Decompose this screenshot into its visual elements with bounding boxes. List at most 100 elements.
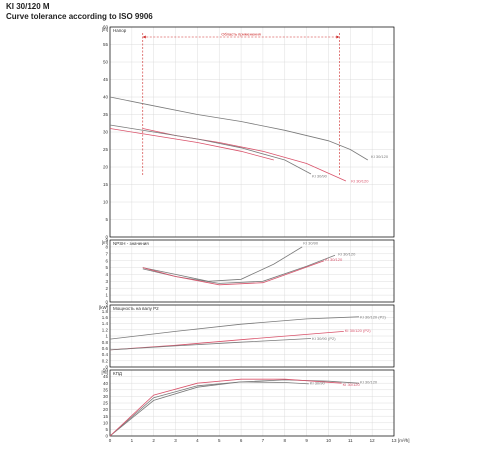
x-tick-label: 3 xyxy=(174,438,177,443)
x-tick-label: 10 xyxy=(326,438,332,443)
head-y-tick-label: 0 xyxy=(105,235,108,240)
head-y-tick-label: 15 xyxy=(103,182,109,187)
application-range-arrowhead-left xyxy=(142,35,146,39)
npsh-series-line-0 xyxy=(142,246,303,282)
head-y-tick-label: 25 xyxy=(103,147,109,152)
npsh-y-tick-label: 2 xyxy=(105,286,108,291)
power-series-line-0 xyxy=(109,316,360,340)
x-tick-label: 5 xyxy=(218,438,221,443)
npsh-unit-label: [m] xyxy=(102,240,108,245)
head-y-tick-label: 10 xyxy=(103,200,109,205)
npsh-series-label-0: KI 30/90 xyxy=(303,240,319,245)
x-tick-label: 7 xyxy=(262,438,265,443)
npsh-panel-label: NPSH - значения xyxy=(113,241,149,246)
power-y-tick-label: 1.8 xyxy=(102,309,109,314)
power-y-tick-label: 0.2 xyxy=(102,358,109,363)
npsh-y-tick-label: 8 xyxy=(105,244,108,249)
power-y-tick-label: 2 xyxy=(105,303,108,308)
application-range-arrowhead-right xyxy=(336,35,340,39)
head-series-label-2: KI 30/90 xyxy=(312,173,328,178)
head-y-tick-label: 30 xyxy=(103,130,109,135)
power-y-tick-label: 1.2 xyxy=(102,327,109,332)
application-range-label: Область применения xyxy=(221,32,260,37)
power-y-tick-label: 0.8 xyxy=(102,340,109,345)
panel-frame xyxy=(109,369,395,437)
power-series-label-0: KI 30/120 (P2) xyxy=(360,314,386,319)
eff-unit-label: [%] xyxy=(101,370,108,375)
head-unit-label: [m] xyxy=(102,27,108,32)
panel-eff xyxy=(109,369,395,437)
power-y-tick-label: 0.6 xyxy=(102,346,109,351)
power-y-tick-label: 0 xyxy=(105,365,108,370)
panel-power xyxy=(109,304,395,368)
x-tick-label: 12 xyxy=(370,438,376,443)
panel-npsh xyxy=(109,239,395,303)
eff-series-line-2 xyxy=(109,378,342,437)
panel-head xyxy=(109,26,395,238)
power-y-tick-label: 1 xyxy=(105,334,108,339)
eff-series-label-1: KI 30/90 xyxy=(310,381,326,386)
chart-title: KI 30/120 M xyxy=(6,2,50,11)
chart-subtitle: Curve tolerance according to ISO 9906 xyxy=(6,12,153,21)
panel-frame xyxy=(109,26,395,238)
power-unit-label: [kW] xyxy=(99,305,108,310)
head-series-label-0: KI 30/120 xyxy=(371,154,389,159)
npsh-series-label-2: KI 30/120 xyxy=(325,257,343,262)
x-tick-label: 6 xyxy=(240,438,243,443)
x-tick-label: 0 xyxy=(109,438,112,443)
power-series-line-2 xyxy=(109,338,312,351)
head-y-tick-label: 55 xyxy=(103,42,109,47)
power-series-label-2: KI 30/90 (P2) xyxy=(312,336,336,341)
x-tick-label: 1 xyxy=(131,438,134,443)
power-y-tick-label: 1.4 xyxy=(102,321,109,326)
eff-y-tick-label: 50 xyxy=(103,368,109,373)
power-series-label-1: KI 30/120 (P2) xyxy=(345,328,371,333)
head-y-tick-label: 50 xyxy=(103,60,109,65)
power-y-tick-label: 1.6 xyxy=(102,315,109,320)
head-panel-label: Напор xyxy=(113,28,127,33)
eff-y-tick-label: 40 xyxy=(103,381,109,386)
npsh-y-tick-label: 6 xyxy=(105,258,108,263)
eff-y-tick-label: 10 xyxy=(103,420,109,425)
head-series-line-0 xyxy=(109,96,369,161)
npsh-series-line-2 xyxy=(142,260,325,286)
eff-series-line-0 xyxy=(109,379,360,437)
power-y-tick-label: 0.4 xyxy=(102,352,109,357)
x-tick-label: 4 xyxy=(196,438,199,443)
x-tick-label: 13 xyxy=(391,438,397,443)
eff-y-tick-label: 35 xyxy=(103,387,109,392)
npsh-y-tick-label: 4 xyxy=(105,272,108,277)
eff-series-label-0: KI 30/120 xyxy=(360,379,378,384)
npsh-y-tick-label: 3 xyxy=(105,279,108,284)
npsh-y-tick-label: 0 xyxy=(105,300,108,305)
head-y-tick-label: 20 xyxy=(103,165,109,170)
head-y-tick-label: 5 xyxy=(105,217,108,222)
npsh-y-tick-label: 7 xyxy=(105,251,108,256)
npsh-y-tick-label: 9 xyxy=(105,238,108,243)
head-y-tick-label: 40 xyxy=(103,95,109,100)
head-series-line-3 xyxy=(109,128,274,161)
head-y-tick-label: 60 xyxy=(103,25,109,30)
head-y-tick-label: 35 xyxy=(103,112,109,117)
eff-y-tick-label: 25 xyxy=(103,401,109,406)
x-tick-label: 11 xyxy=(348,438,353,443)
power-series-line-1 xyxy=(109,331,344,351)
eff-y-tick-label: 0 xyxy=(105,434,108,439)
npsh-y-tick-label: 1 xyxy=(105,293,108,298)
eff-y-tick-label: 5 xyxy=(105,427,108,432)
head-series-line-2 xyxy=(109,124,312,175)
panel-frame xyxy=(109,239,395,303)
eff-y-tick-label: 45 xyxy=(103,374,109,379)
eff-series-label-2: KI 30/120 xyxy=(343,382,361,387)
npsh-series-label-1: KI 30/120 xyxy=(338,251,356,256)
x-axis-unit-label: [m³/h] xyxy=(398,438,410,443)
eff-y-tick-label: 20 xyxy=(103,407,109,412)
x-tick-label: 8 xyxy=(284,438,287,443)
eff-panel-label: КПД xyxy=(113,371,122,376)
head-series-label-1: KI 30/120 xyxy=(351,179,369,184)
x-tick-label: 9 xyxy=(305,438,308,443)
x-tick-label: 2 xyxy=(152,438,155,443)
eff-y-tick-label: 30 xyxy=(103,394,109,399)
power-panel-label: Мощность на валу P2 xyxy=(113,306,159,311)
